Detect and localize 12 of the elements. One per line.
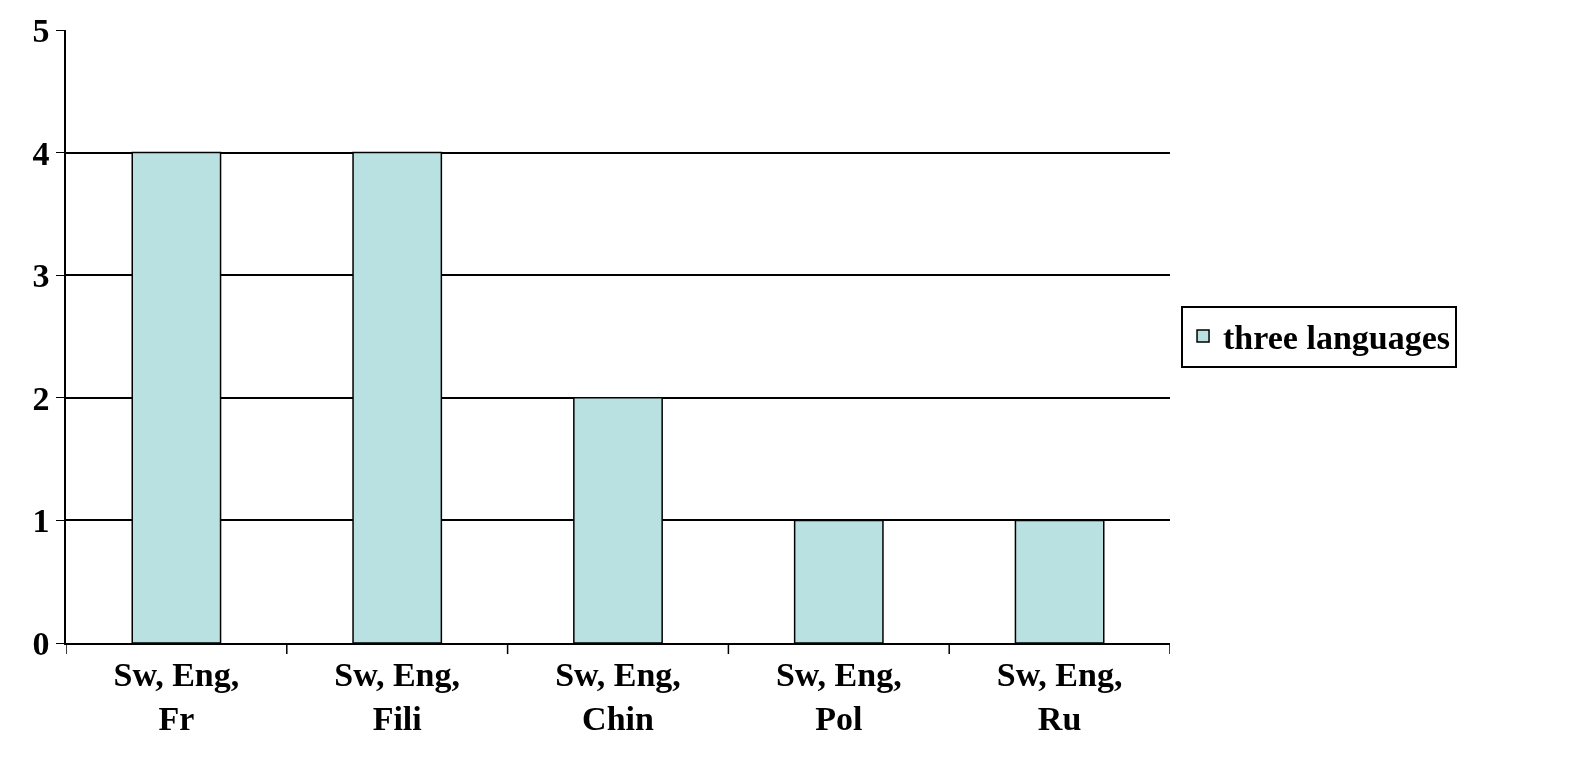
legend-label: three languages bbox=[1223, 319, 1451, 357]
x-tick-label: Sw, Eng, Chin bbox=[555, 655, 681, 737]
y-tick-label: 1 bbox=[32, 502, 50, 540]
x-tick-label: Sw, Eng, Fili bbox=[334, 655, 461, 737]
y-tick-label: 0 bbox=[32, 624, 50, 662]
y-tick-label: 3 bbox=[32, 257, 50, 295]
y-tick-label: 4 bbox=[32, 134, 50, 172]
x-tick-label: Sw, Eng, Fr bbox=[113, 655, 240, 737]
x-tick-label: Sw, Eng, Ru bbox=[996, 655, 1123, 737]
y-tick-label: 5 bbox=[32, 11, 50, 49]
y-tick-label: 2 bbox=[32, 379, 50, 417]
x-tick-label: Sw, Eng, Pol bbox=[775, 655, 902, 737]
